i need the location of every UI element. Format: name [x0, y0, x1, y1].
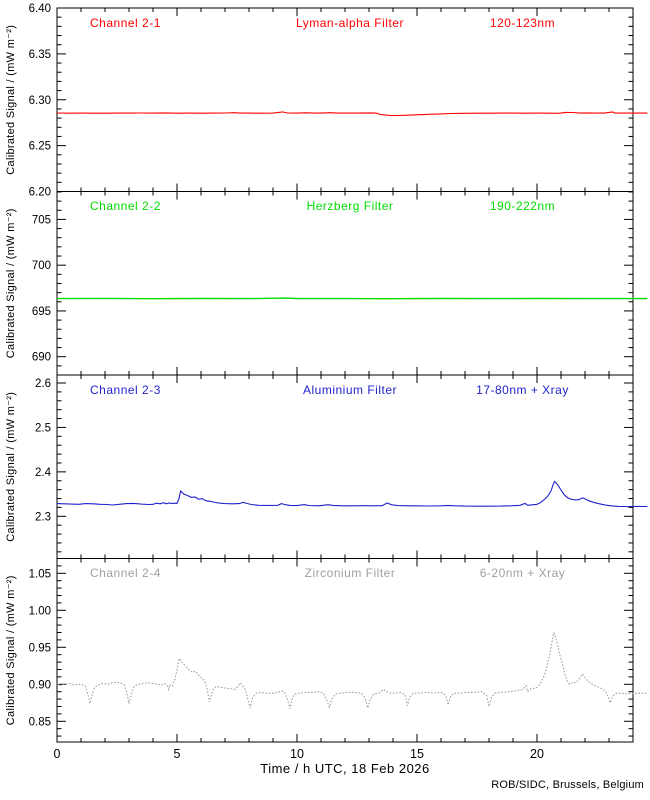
x-tick-label: 5: [174, 747, 181, 761]
x-tick-label: 0: [54, 747, 61, 761]
y-tick-label: 2.4: [35, 467, 52, 479]
panel4-filter-title: Zirconium Filter: [304, 566, 396, 580]
y-tick-label: 1.05: [29, 568, 51, 580]
panel1-channel-title: Channel 2-1: [90, 16, 161, 30]
y-tick-label: 2.5: [35, 422, 51, 434]
panel-frame: [56, 7, 634, 192]
y-tick-label: 705: [32, 214, 51, 226]
x-axis-title: Time / h UTC, 18 Feb 2026: [260, 761, 430, 776]
y-axis-label: Calibrated Signal / (mW m⁻²): [5, 392, 17, 542]
panel3-band-title: 17-80nm + Xray: [476, 383, 569, 397]
x-tick-label: 20: [530, 747, 544, 761]
panel-frame: [56, 374, 634, 559]
y-tick-label: 700: [32, 260, 51, 272]
panel2-filter-title: Herzberg Filter: [306, 199, 394, 213]
y-tick-label: 2.3: [35, 511, 51, 523]
panel4-band-title: 6-20nm + Xray: [479, 566, 566, 580]
panel2-band-title: 190-222nm: [489, 199, 556, 213]
series-line-calibrated-signal-ch2-3: [56, 480, 648, 508]
series-line-calibrated-signal-ch2-1: [56, 111, 648, 117]
y-axis-label: Calibrated Signal / (mW m⁻²): [5, 25, 17, 175]
y-tick-label: 6.40: [29, 3, 51, 15]
y-tick-label: 6.30: [29, 95, 51, 107]
panel-frame: [56, 191, 634, 376]
y-tick-label: 0.85: [29, 716, 51, 728]
y-axis-label: Calibrated Signal / (mW m⁻²): [5, 208, 17, 358]
y-tick-label: 690: [32, 352, 51, 364]
panel2-channel-title: Channel 2-2: [90, 199, 161, 213]
x-tick-label: 10: [290, 747, 304, 761]
y-tick-label: 0.95: [29, 642, 51, 654]
credit-text: ROB/SIDC, Brussels, Belgium: [491, 779, 644, 791]
series-line-calibrated-signal-ch2-2: [56, 297, 648, 300]
panel4-channel-title: Channel 2-4: [90, 566, 161, 580]
series-line-calibrated-signal-ch2-4: [56, 630, 648, 711]
x-tick-label: 15: [410, 747, 424, 761]
panel-frame: [56, 558, 634, 743]
y-tick-label: 695: [32, 306, 51, 318]
y-tick-label: 6.35: [29, 49, 51, 61]
y-tick-label: 6.20: [29, 187, 51, 199]
y-tick-label: 0.90: [29, 679, 51, 691]
y-axis-label: Calibrated Signal / (mW m⁻²): [5, 575, 17, 725]
panel3-channel-title: Channel 2-3: [90, 383, 161, 397]
panel3-filter-title: Aluminium Filter: [302, 383, 397, 397]
y-tick-label: 1.00: [29, 605, 51, 617]
y-tick-label: 6.25: [29, 141, 51, 153]
panel1-band-title: 120-123nm: [489, 16, 556, 30]
panel1-filter-title: Lyman-alpha Filter: [296, 16, 404, 30]
y-tick-label: 2.6: [35, 378, 51, 390]
